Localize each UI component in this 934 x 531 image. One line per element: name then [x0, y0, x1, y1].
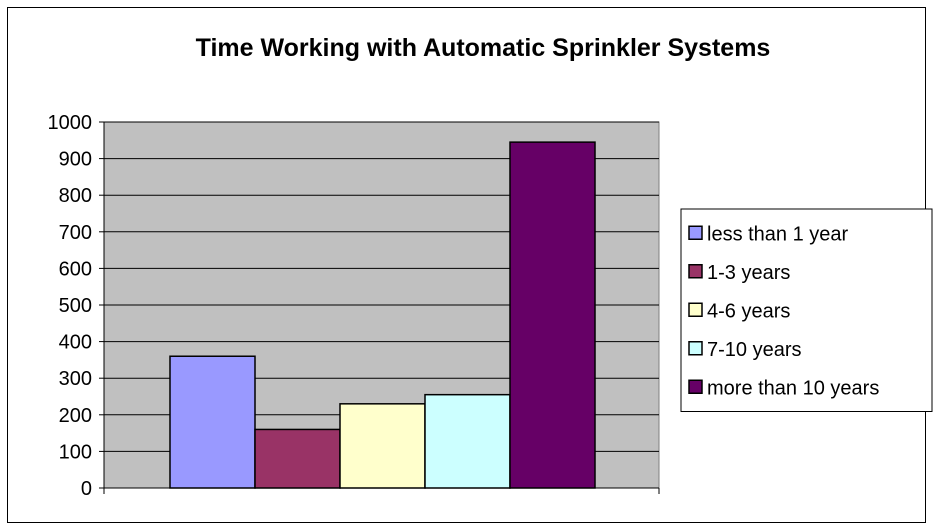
y-tick-label: 100 [59, 441, 92, 463]
bar-more-than-10-years [509, 141, 596, 489]
y-tick-label: 1000 [48, 112, 93, 134]
y-tick-label: 0 [81, 478, 92, 500]
y-tick-label: 700 [59, 222, 92, 244]
chart-title: Time Working with Automatic Sprinkler Sy… [196, 34, 771, 62]
y-tick-label: 500 [59, 295, 92, 317]
y-tick-label: 200 [59, 405, 92, 427]
legend-swatch [688, 264, 703, 279]
legend-label: less than 1 year [707, 223, 849, 245]
legend-label: more than 10 years [707, 377, 879, 399]
bar-less-than-1-year [169, 355, 256, 489]
y-tick-label: 800 [59, 185, 92, 207]
bar-7-10-years [424, 393, 511, 489]
legend-label: 1-3 years [707, 262, 790, 284]
legend-swatch [688, 225, 703, 240]
legend-label: 7-10 years [707, 339, 802, 361]
y-tick-labels: 0 100 200 300 400 500 600 700 800 900 1000 [48, 112, 93, 500]
axes [99, 121, 660, 494]
bar-4-6-years [339, 403, 426, 489]
y-tick-label: 900 [59, 149, 92, 171]
legend-box [680, 208, 933, 412]
legend-swatch [688, 302, 703, 317]
legend: less than 1 year 1-3 years 4-6 years 7-10 y… [680, 208, 933, 412]
legend-swatch [688, 341, 703, 356]
y-tick-label: 400 [59, 332, 92, 354]
y-tick-label: 300 [59, 368, 92, 390]
y-tick-label: 600 [59, 258, 92, 280]
legend-swatch [688, 379, 703, 394]
bar-1-3-years [254, 428, 341, 489]
legend-label: 4-6 years [707, 300, 790, 322]
